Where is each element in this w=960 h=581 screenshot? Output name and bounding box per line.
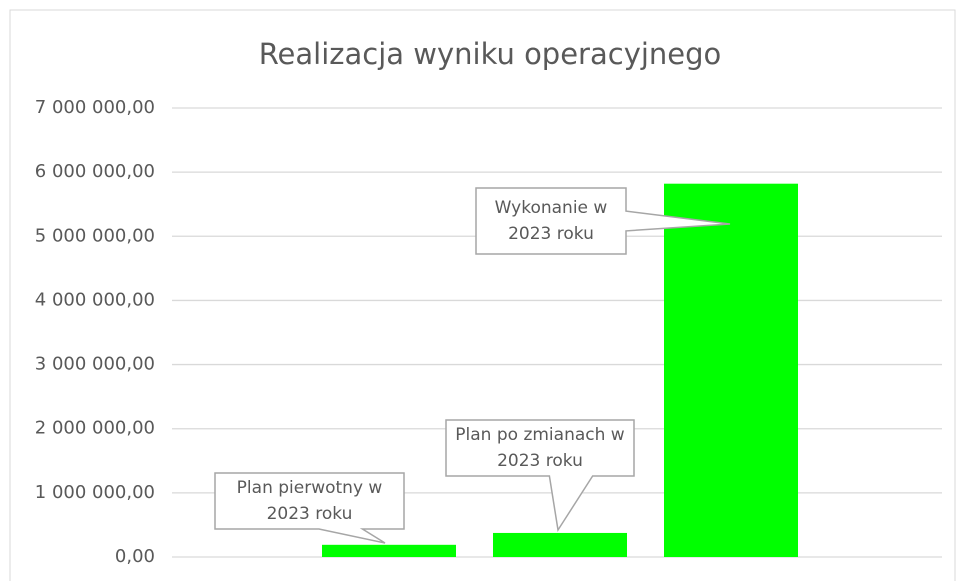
y-tick-label: 5 000 000,00 [35,225,155,246]
category-label: Plan po zmianach w 2023 roku [455,425,625,471]
bar [664,183,798,557]
callout-box [445,419,635,533]
bar [493,532,627,557]
y-tick-label: 6 000 000,00 [35,161,155,182]
bar [322,544,456,557]
y-tick-label: 4 000 000,00 [35,289,155,310]
y-tick-label: 0,00 [115,546,155,567]
y-tick-label: 3 000 000,00 [35,354,155,375]
y-tick-label: 1 000 000,00 [35,482,155,503]
category-label: Wykonanie w 2023 roku [494,198,608,244]
y-tick-label: 7 000 000,00 [35,97,155,118]
category-label: Plan pierwotny w 2023 roku [236,478,383,524]
chart-title: Realizacja wyniku operacyjnego [259,37,722,71]
callout-box [475,187,731,255]
y-tick-label: 2 000 000,00 [35,418,155,439]
chart-frame [9,9,956,581]
callout-box [214,472,405,544]
